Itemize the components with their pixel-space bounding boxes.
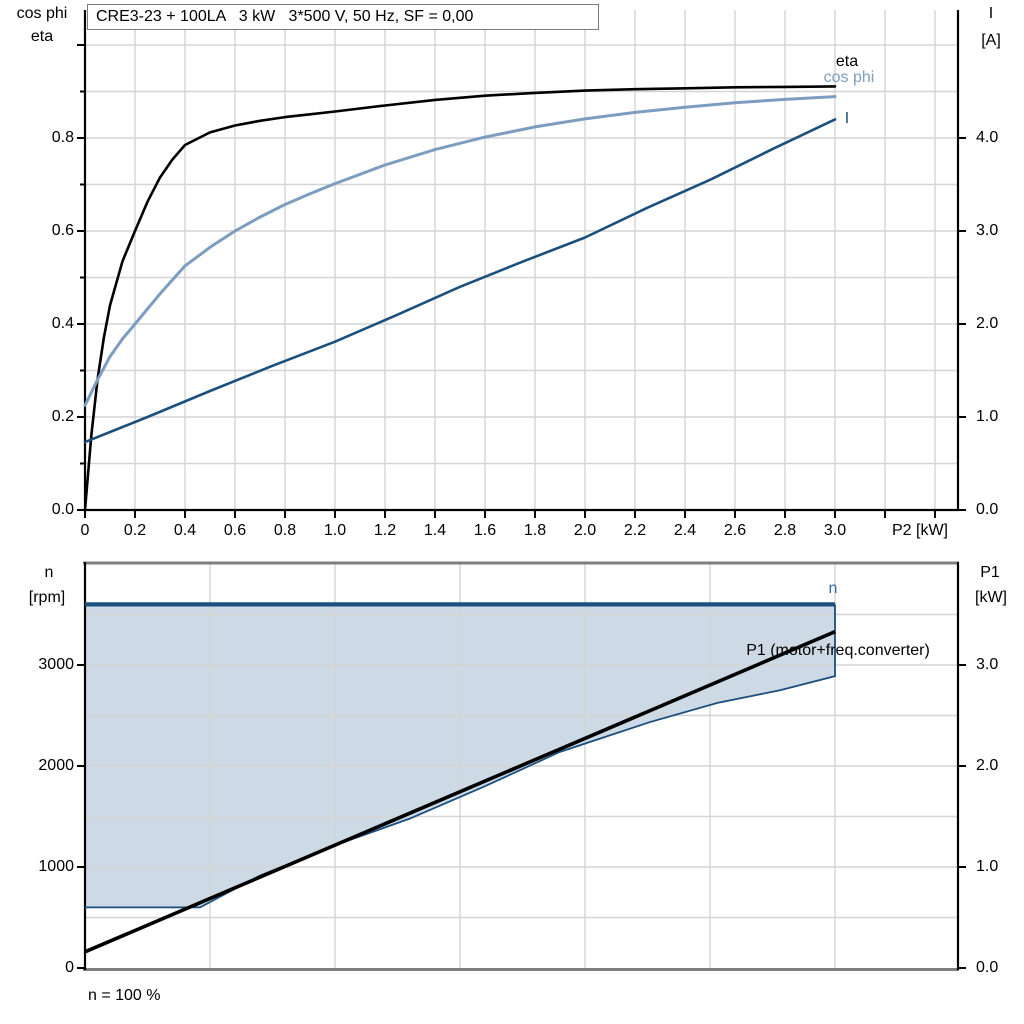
chart1-x-tick-label: 2.6 [723,522,747,539]
chart1-x-tick-label: 2.0 [573,522,597,539]
chart2-y-left-tick-label: 1000 [38,858,74,875]
chart2-y-left-tick-label: 2000 [38,757,74,774]
chart1-x-axis-title: P2 [kW] [891,522,949,539]
chart1-x-tick-label: 0 [80,522,90,539]
chart1-x-tick-label: 2.2 [623,522,647,539]
chart1-x-tick-label: 2.8 [773,522,797,539]
chart-title: CRE3-23 + 100LA 3 kW 3*500 V, 50 Hz, SF … [96,8,474,25]
chart1-y-right-tick-label: 4.0 [976,128,999,146]
chart1-x-tick-label: 1.2 [373,522,397,539]
cos-phi-curve [83,95,837,407]
chart1-y-left-tick-label: 0.6 [51,222,74,239]
chart1-left-axis-title-line2: eta [30,28,54,45]
chart2-y-left-tick-label: 0 [65,959,74,976]
chart2-right-axis-title-line2: [kW] [975,589,1007,606]
chart1-right-axis-title-line2: [A] [981,32,1001,49]
chart2-left-axis-title-line2: [rpm] [28,589,66,606]
chart2-y-right-tick-label: 1.0 [976,858,999,875]
chart1-x-tick-label: 0.2 [123,522,147,539]
chart1-left-axis-title-line1: cos phi [16,5,68,22]
chart1-x-tick-label: 3.0 [823,522,847,539]
eta-curve [83,85,837,512]
current-curve-label: I [844,110,850,127]
chart1-x-tick-label: 0.4 [173,522,197,539]
chart1-y-right-tick-label: 3.0 [976,221,999,239]
chart2-y-left-tick-label: 3000 [38,656,74,673]
chart2-left-axis-title-line1: n [44,564,54,581]
chart1-x-tick-label: 2.4 [673,522,697,539]
cos-phi-curve-label: cos phi [823,69,875,86]
chart1-x-tick-label: 1.6 [473,522,497,539]
chart1-y-right-tick-label: 2.0 [976,314,999,332]
chart2-y-right-tick-label: 3.0 [976,656,999,673]
chart1-x-tick-label: 1.4 [423,522,447,539]
current-curve [83,118,837,444]
eta-curve-label: eta [835,53,859,70]
p1-curve-label: P1 (motor+freq.converter) [746,642,930,659]
chart2-y-right-tick-label: 2.0 [976,757,999,774]
chart1-y-right-tick-label: 0.0 [976,501,999,518]
chart-title-box: CRE3-23 + 100LA 3 kW 3*500 V, 50 Hz, SF … [87,4,599,30]
speed-percent-footnote: n = 100 % [88,987,161,1004]
chart1-y-left-tick-label: 0.0 [51,501,74,518]
chart1-y-right-tick-label: 1.0 [976,407,999,425]
speed-curve-label: n [828,580,838,597]
chart1-x-tick-label: 0.6 [223,522,247,539]
chart1-y-left-tick-label: 0.8 [51,129,74,146]
chart1-x-tick-label: 1.0 [323,522,347,539]
chart1-x-tick-label: 0.8 [273,522,297,539]
chart2-y-right-tick-label: 0.0 [976,959,999,976]
chart2-right-axis-title-line1: P1 [980,564,1000,581]
p1-curve [84,630,836,954]
chart1-x-tick-label: 1.8 [523,522,547,539]
chart1-y-left-tick-label: 0.4 [51,315,74,332]
chart1-y-left-tick-label: 0.2 [51,408,74,425]
chart1-right-axis-title-line1: I [988,5,994,22]
